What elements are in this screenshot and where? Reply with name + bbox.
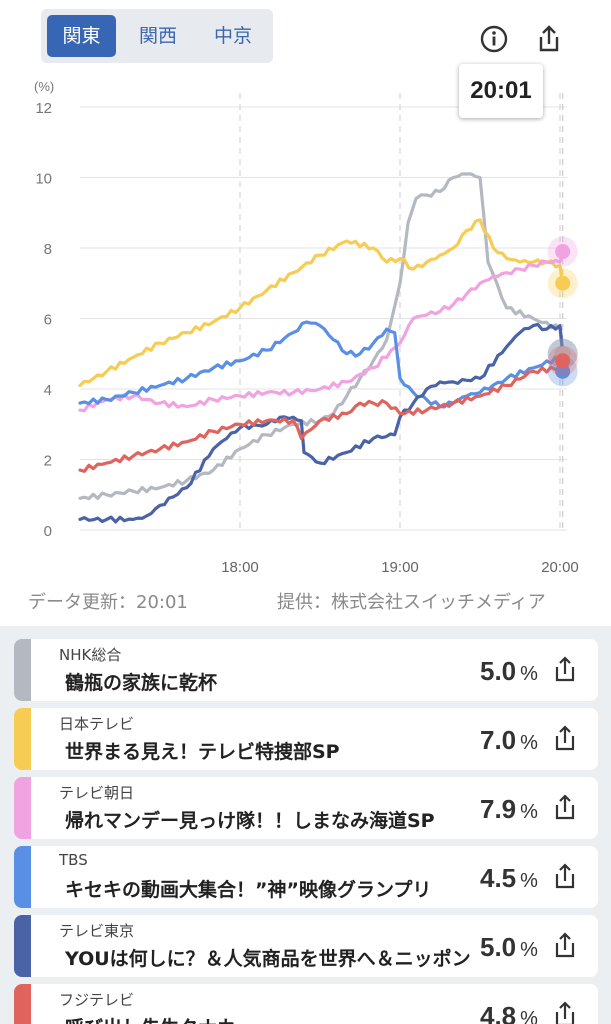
- tab-kansai[interactable]: 関西: [138, 25, 177, 47]
- rating-value: 4.8%: [480, 1001, 538, 1024]
- series-end-marker: [555, 244, 571, 260]
- rating-unit: %: [520, 663, 538, 685]
- channel-name: 日本テレビ: [59, 715, 135, 733]
- program-card[interactable]: テレビ朝日帰れマンデー見っけ隊！！しまなみ海道SP 7.9%: [14, 777, 598, 839]
- x-tick-label: 20:00: [541, 559, 579, 576]
- rating-value: 7.0%: [480, 725, 538, 756]
- share-icon[interactable]: [532, 22, 566, 56]
- channel-name: テレビ東京: [59, 922, 135, 940]
- rating-value: 5.0%: [480, 656, 538, 687]
- y-tick-label: 12: [35, 100, 52, 117]
- rating-unit: %: [520, 1008, 538, 1024]
- program-title: YOUは何しに？＆人気商品を世界へ＆ニッポン: [65, 948, 471, 970]
- info-icon[interactable]: [477, 22, 511, 56]
- chart-end-markers: [547, 236, 578, 387]
- rating-unit: %: [520, 801, 538, 823]
- share-icon[interactable]: [550, 792, 580, 822]
- chart-series: [78, 172, 565, 524]
- series-line: [78, 320, 565, 409]
- series-line: [78, 359, 565, 473]
- y-tick-label: 2: [44, 453, 52, 470]
- program-title: 帰れマンデー見っけ隊！！しまなみ海道SP: [65, 810, 435, 832]
- series-end-marker: [555, 353, 571, 369]
- series-end-marker: [555, 363, 571, 379]
- program-title: 鶴瓶の家族に乾杯: [65, 672, 218, 694]
- tab-kanto[interactable]: 関東: [47, 15, 116, 57]
- y-unit-label: (%): [34, 79, 54, 94]
- channel-name: TBS: [59, 851, 88, 869]
- y-tick-label: 4: [44, 382, 52, 399]
- y-tick-label: 6: [44, 312, 52, 329]
- rating-number: 7.9: [480, 794, 517, 824]
- program-title: キセキの動画大集合！”神”映像グランプリ: [65, 879, 432, 901]
- rating-number: 4.5: [480, 863, 517, 893]
- program-title: 呼び出し先生タナカ: [65, 1013, 480, 1024]
- series-line: [78, 322, 565, 524]
- channel-color-bar: [14, 915, 31, 977]
- series-line: [78, 218, 565, 388]
- y-tick-label: 8: [44, 241, 52, 258]
- y-tick-label: 10: [35, 171, 52, 188]
- share-icon[interactable]: [550, 654, 580, 684]
- channel-color-bar: [14, 777, 31, 839]
- rating-unit: %: [520, 732, 538, 754]
- share-icon[interactable]: [550, 930, 580, 960]
- region-tabs: 関東 関西 中京: [41, 9, 273, 63]
- channel-name: テレビ朝日: [59, 784, 135, 802]
- rating-value: 4.5%: [480, 863, 538, 894]
- rating-number: 7.0: [480, 725, 517, 755]
- rating-number: 5.0: [480, 656, 517, 686]
- program-card[interactable]: テレビ東京 YOUは何しに？＆人気商品を世界へ＆ニッポン 5.0%: [14, 915, 598, 977]
- program-card[interactable]: 日本テレビ世界まる見え！テレビ特捜部SP 7.0%: [14, 708, 598, 770]
- program-list: NHK総合鶴瓶の家族に乾杯 5.0% 日本テレビ世界まる見え！テレビ特捜部SP 7.0…: [0, 626, 611, 1024]
- channel-color-bar: [14, 708, 31, 770]
- chart-ticks: 0 2 4 6 8 10 12 (%) 18:00 19:00 20:00: [34, 79, 579, 576]
- program-title: 世界まる見え！テレビ特捜部SP: [65, 741, 340, 763]
- rating-number: 5.0: [480, 932, 517, 962]
- channel-color-bar: [14, 984, 31, 1024]
- program-card[interactable]: フジテレビ呼び出し先生タナカ4.8%: [14, 984, 598, 1024]
- x-tick-label: 18:00: [221, 559, 259, 576]
- x-tick-label: 19:00: [381, 559, 419, 576]
- share-icon[interactable]: [550, 999, 580, 1024]
- program-card[interactable]: TBS キセキの動画大集合！”神”映像グランプリ 4.5%: [14, 846, 598, 908]
- tab-chukyo[interactable]: 中京: [213, 25, 252, 47]
- series-end-marker: [555, 275, 571, 291]
- channel-color-bar: [14, 639, 31, 701]
- rating-value: 7.9%: [480, 794, 538, 825]
- share-icon[interactable]: [550, 723, 580, 753]
- share-icon[interactable]: [550, 861, 580, 891]
- channel-name: NHK総合: [59, 646, 122, 664]
- current-time-bubble: 20:01: [459, 64, 543, 118]
- rating-chart: 0 2 4 6 8 10 12 (%) 18:00 19:00 20:00: [34, 79, 579, 576]
- data-updated-text: データ更新：20:01: [28, 592, 188, 613]
- rating-unit: %: [520, 870, 538, 892]
- y-tick-label: 0: [44, 523, 52, 540]
- rating-value: 5.0%: [480, 932, 538, 963]
- channel-color-bar: [14, 846, 31, 908]
- rating-number: 4.8: [480, 1001, 517, 1024]
- program-card[interactable]: NHK総合鶴瓶の家族に乾杯 5.0%: [14, 639, 598, 701]
- data-provider-text: 提供：株式会社スイッチメディア: [277, 592, 546, 613]
- series-line: [78, 249, 565, 413]
- channel-name: フジテレビ: [59, 991, 135, 1009]
- rating-unit: %: [520, 939, 538, 961]
